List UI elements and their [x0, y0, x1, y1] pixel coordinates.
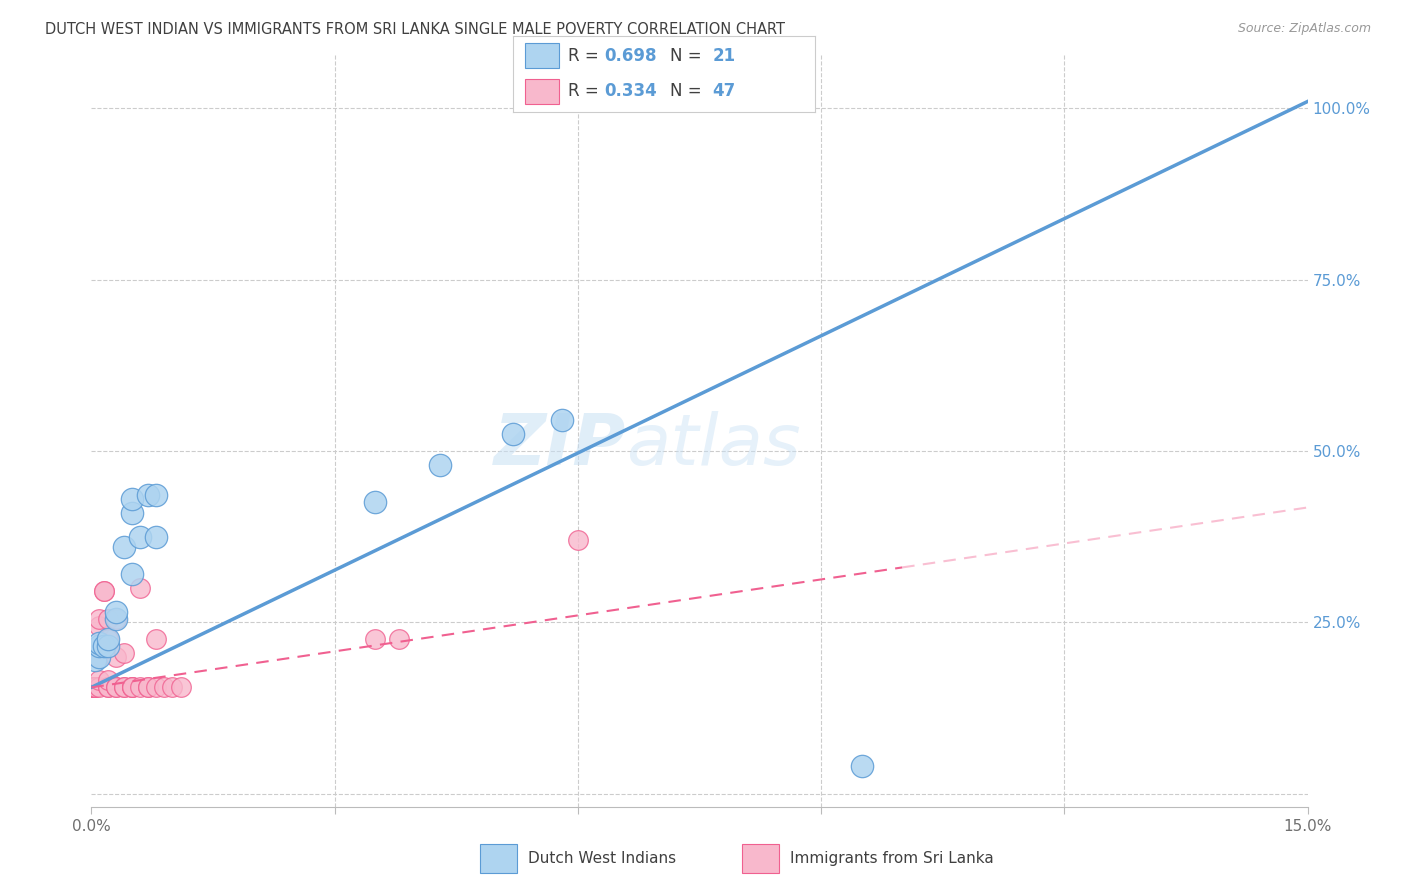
- Point: [136, 681, 159, 695]
- Text: 47: 47: [713, 82, 735, 100]
- Point: [97, 681, 120, 695]
- Point: [93, 584, 115, 599]
- Point: [82, 681, 104, 695]
- Point: [89, 649, 111, 664]
- Point: [112, 540, 135, 554]
- Point: [364, 632, 387, 647]
- Point: [162, 681, 184, 695]
- Point: [89, 649, 111, 664]
- Text: ZIP: ZIP: [495, 411, 627, 480]
- Point: [112, 681, 135, 695]
- Bar: [479, 844, 517, 873]
- Text: R =: R =: [568, 46, 603, 65]
- Text: 21: 21: [713, 46, 735, 65]
- Point: [89, 639, 111, 653]
- Point: [89, 681, 111, 695]
- Text: Source: ZipAtlas.com: Source: ZipAtlas.com: [1237, 22, 1371, 36]
- Point: [502, 426, 524, 441]
- Point: [129, 581, 152, 595]
- Point: [153, 681, 176, 695]
- Point: [112, 646, 135, 660]
- Point: [364, 495, 387, 509]
- Point: [84, 653, 107, 667]
- Bar: [526, 44, 558, 69]
- Point: [82, 681, 104, 695]
- Point: [89, 673, 111, 688]
- Point: [136, 488, 159, 502]
- Point: [104, 612, 127, 626]
- Point: [89, 618, 111, 632]
- Point: [429, 458, 451, 472]
- Point: [121, 491, 143, 506]
- Point: [104, 649, 127, 664]
- Point: [82, 681, 104, 695]
- Point: [82, 681, 104, 695]
- Point: [82, 681, 104, 695]
- Point: [104, 612, 127, 626]
- Point: [89, 636, 111, 650]
- Point: [97, 681, 120, 695]
- Text: DUTCH WEST INDIAN VS IMMIGRANTS FROM SRI LANKA SINGLE MALE POVERTY CORRELATION C: DUTCH WEST INDIAN VS IMMIGRANTS FROM SRI…: [45, 22, 785, 37]
- Point: [112, 681, 135, 695]
- Point: [121, 681, 143, 695]
- Text: Immigrants from Sri Lanka: Immigrants from Sri Lanka: [790, 851, 994, 866]
- Text: N =: N =: [671, 46, 707, 65]
- Bar: [742, 844, 779, 873]
- Point: [82, 681, 104, 695]
- Point: [129, 530, 152, 544]
- Point: [388, 632, 411, 647]
- Point: [129, 681, 152, 695]
- Point: [104, 681, 127, 695]
- Point: [121, 681, 143, 695]
- Point: [851, 759, 873, 773]
- Point: [93, 584, 115, 599]
- Point: [121, 506, 143, 520]
- Point: [82, 681, 104, 695]
- Point: [145, 681, 167, 695]
- Point: [97, 673, 120, 688]
- Bar: [526, 78, 558, 104]
- Point: [82, 681, 104, 695]
- Point: [145, 488, 167, 502]
- Point: [83, 681, 105, 695]
- Point: [97, 612, 120, 626]
- Point: [97, 639, 120, 653]
- Point: [82, 681, 104, 695]
- Point: [97, 632, 120, 647]
- Point: [104, 605, 127, 619]
- Point: [145, 632, 167, 647]
- Text: N =: N =: [671, 82, 707, 100]
- Point: [136, 681, 159, 695]
- Text: R =: R =: [568, 82, 603, 100]
- Point: [121, 681, 143, 695]
- Point: [104, 681, 127, 695]
- Text: atlas: atlas: [627, 411, 801, 480]
- Text: Dutch West Indians: Dutch West Indians: [529, 851, 676, 866]
- Point: [121, 567, 143, 582]
- Point: [93, 639, 115, 653]
- Text: 0.698: 0.698: [605, 46, 657, 65]
- Point: [97, 632, 120, 647]
- Point: [83, 681, 105, 695]
- Point: [89, 612, 111, 626]
- Text: 0.334: 0.334: [605, 82, 657, 100]
- Point: [567, 533, 589, 547]
- Point: [169, 681, 191, 695]
- Point: [84, 681, 107, 695]
- Point: [145, 530, 167, 544]
- Point: [550, 413, 572, 427]
- Point: [84, 681, 107, 695]
